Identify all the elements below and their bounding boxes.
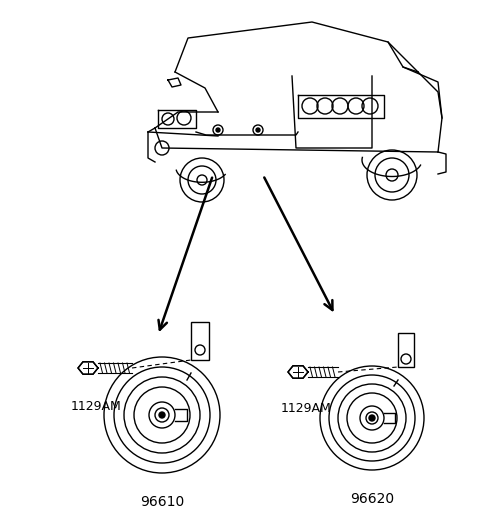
Circle shape [256, 128, 260, 132]
Circle shape [369, 415, 375, 421]
Text: 96620: 96620 [350, 492, 394, 506]
Text: 1129AM: 1129AM [281, 402, 331, 415]
Circle shape [216, 128, 220, 132]
Text: 96610: 96610 [140, 495, 184, 509]
Circle shape [159, 412, 165, 418]
Bar [191, 322, 209, 360]
Polygon shape [78, 362, 98, 374]
Text: 1129AM: 1129AM [71, 400, 121, 413]
Bar [398, 333, 414, 367]
Polygon shape [288, 366, 308, 378]
